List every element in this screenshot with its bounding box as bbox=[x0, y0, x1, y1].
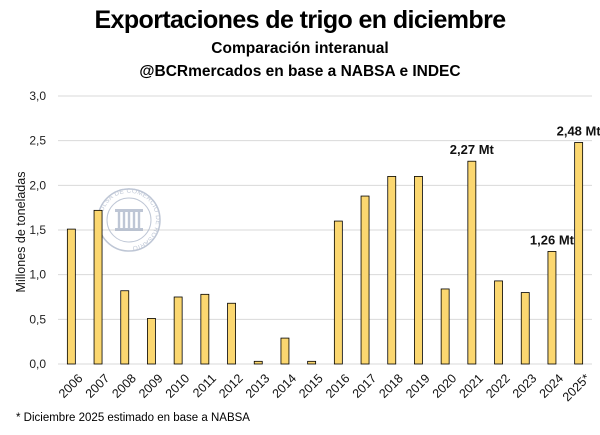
gridlines bbox=[58, 95, 592, 365]
chart-subtitle: Comparación interanual bbox=[211, 40, 389, 57]
y-axis-label: Millones de toneladas bbox=[14, 172, 28, 293]
bar-2006 bbox=[66, 228, 76, 365]
bar-2010 bbox=[173, 296, 183, 365]
x-tick-label: 2010 bbox=[163, 371, 193, 401]
bar-2013 bbox=[253, 360, 263, 365]
bar-2024 bbox=[547, 251, 557, 365]
bar-2025 bbox=[574, 142, 584, 365]
x-tick-label: 2021 bbox=[456, 371, 486, 401]
bar-2014 bbox=[280, 337, 290, 365]
bar-2011 bbox=[200, 293, 210, 365]
bar-2009 bbox=[147, 318, 156, 365]
footnote: * Diciembre 2025 estimado en base a NABS… bbox=[16, 412, 250, 424]
x-tick-label: 2015 bbox=[296, 371, 326, 401]
bar-2015 bbox=[307, 360, 317, 365]
bars bbox=[66, 142, 584, 365]
x-tick-label: 2006 bbox=[56, 371, 86, 401]
x-tick-label: 2023 bbox=[510, 371, 540, 401]
y-tick-label: 2,5 bbox=[29, 134, 46, 148]
x-tick-label: 2016 bbox=[323, 371, 353, 401]
bar-2016 bbox=[333, 220, 343, 365]
x-tick-label: 2018 bbox=[376, 371, 406, 401]
y-tick-label: 1,5 bbox=[29, 223, 46, 237]
y-tick-label: 0,5 bbox=[29, 312, 46, 326]
y-tick-label: 3,0 bbox=[29, 89, 46, 103]
x-tick-label: 2013 bbox=[243, 371, 273, 401]
bar-2019 bbox=[414, 175, 423, 365]
bar-2012 bbox=[227, 302, 236, 365]
bar-2022 bbox=[494, 280, 503, 365]
x-tick-label: 2017 bbox=[350, 371, 380, 401]
bar-2007 bbox=[93, 209, 103, 365]
bcr-seal-watermark: BOLSA DE COMERCIO DE ROSARIO bbox=[97, 188, 161, 252]
data-labels: 2,27 Mt 1,26 Mt 2,48 Mt bbox=[450, 123, 600, 247]
y-axis-ticks: 0,0 0,5 1,0 1,5 2,0 2,5 3,0 bbox=[29, 89, 46, 371]
data-label-2025: 2,48 Mt bbox=[557, 123, 600, 138]
bar-2023 bbox=[520, 292, 530, 365]
y-tick-label: 1,0 bbox=[29, 268, 46, 282]
bar-2008 bbox=[120, 290, 130, 365]
x-tick-label: 2009 bbox=[136, 371, 166, 401]
chart-source: @BCRmercados en base a NABSA e INDEC bbox=[139, 63, 461, 80]
x-tick-label: 2025* bbox=[560, 371, 593, 404]
y-tick-label: 2,0 bbox=[29, 178, 46, 192]
bar-2018 bbox=[387, 175, 397, 365]
x-tick-label: 2011 bbox=[190, 371, 219, 400]
x-tick-label: 2012 bbox=[216, 371, 246, 401]
bar-2021 bbox=[467, 160, 477, 365]
bar-2017 bbox=[360, 195, 370, 365]
x-tick-label: 2008 bbox=[109, 371, 139, 401]
x-tick-label: 2014 bbox=[270, 371, 300, 401]
x-tick-label: 2020 bbox=[430, 371, 460, 401]
x-tick-label: 2007 bbox=[83, 371, 113, 401]
chart-title: Exportaciones de trigo en diciembre bbox=[94, 6, 506, 34]
x-tick-label: 2022 bbox=[483, 371, 513, 401]
x-tick-label: 2019 bbox=[403, 371, 433, 401]
data-label-2024: 1,26 Mt bbox=[530, 232, 575, 247]
data-label-2021: 2,27 Mt bbox=[450, 142, 495, 157]
bar-2020 bbox=[440, 288, 450, 365]
x-axis-ticks: 2006200720082009201020112012201320142015… bbox=[56, 371, 593, 404]
y-tick-label: 0,0 bbox=[29, 357, 46, 371]
